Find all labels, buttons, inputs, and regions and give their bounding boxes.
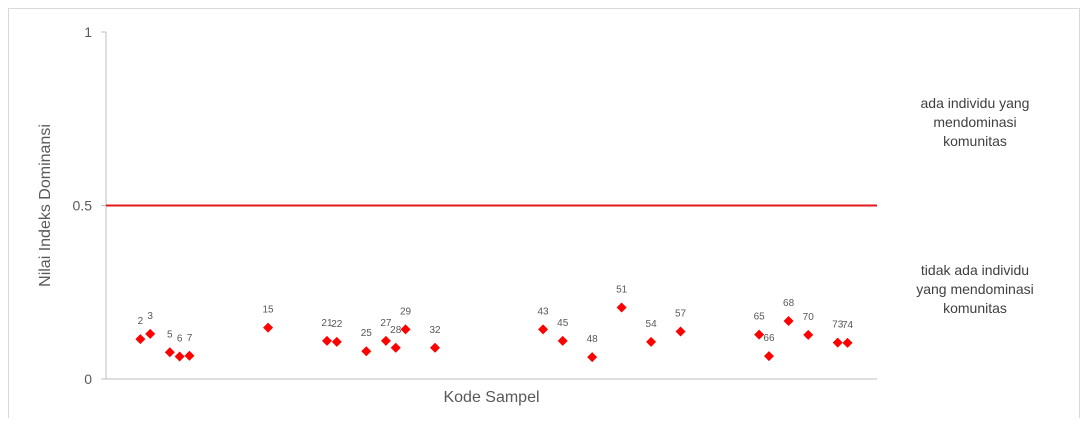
data-label: 7	[187, 333, 193, 344]
data-point	[263, 322, 274, 333]
data-label: 68	[783, 298, 795, 309]
data-point	[390, 342, 401, 353]
data-point	[400, 324, 411, 335]
annotation-upper-line-2: mendominasi	[933, 114, 1017, 130]
data-point	[430, 342, 441, 353]
y-tick-label: 1	[84, 24, 92, 40]
data-point	[803, 329, 814, 340]
data-point	[538, 324, 549, 335]
data-label: 3	[147, 311, 153, 322]
data-point	[616, 302, 627, 313]
data-label: 28	[390, 325, 402, 336]
data-label: 74	[842, 320, 854, 331]
data-label: 73	[832, 320, 844, 331]
data-label: 65	[754, 312, 766, 323]
data-label: 27	[380, 318, 392, 329]
y-tick-label: 0	[84, 371, 92, 387]
data-label: 51	[616, 285, 628, 296]
data-point	[842, 337, 853, 348]
data-point	[832, 337, 843, 348]
data-point	[380, 335, 391, 346]
annotation-lower-line-2: yang mendominasi	[916, 281, 1034, 297]
data-label: 25	[361, 328, 373, 339]
data-label: 32	[429, 325, 441, 336]
data-point	[331, 336, 342, 347]
data-point	[587, 352, 598, 363]
data-label: 48	[587, 334, 599, 345]
data-point	[321, 335, 332, 346]
data-point	[763, 351, 774, 362]
annotation-upper-line-1: ada individu yang	[920, 95, 1030, 111]
data-label: 29	[400, 306, 412, 317]
data-point	[783, 316, 794, 327]
annotation-upper: ada individu yang mendominasi komunitas	[895, 94, 1055, 151]
data-label: 66	[763, 333, 775, 344]
data-point	[164, 347, 175, 358]
data-label: 22	[331, 319, 343, 330]
data-point	[361, 346, 372, 357]
data-label: 54	[646, 319, 658, 330]
data-point	[174, 351, 185, 362]
data-label: 43	[538, 306, 550, 317]
annotation-lower-line-3: komunitas	[943, 300, 1007, 316]
y-tick-label: 0.5	[73, 198, 93, 214]
annotation-lower: tidak ada individu yang mendominasi komu…	[895, 261, 1055, 318]
chart-frame	[8, 8, 1080, 418]
data-label: 21	[321, 318, 333, 329]
annotation-lower-line-1: tidak ada individu	[920, 262, 1030, 278]
data-point	[135, 334, 146, 345]
data-point	[646, 336, 657, 347]
data-point	[557, 335, 568, 346]
data-point	[675, 326, 686, 337]
data-label: 6	[177, 333, 183, 344]
x-axis-title: Kode Sampel	[443, 389, 539, 406]
data-label: 45	[557, 318, 569, 329]
y-axis-title: Nilai Indeks Dominansi	[37, 124, 54, 287]
data-label: 15	[262, 305, 274, 316]
data-point	[754, 329, 765, 340]
data-point	[145, 328, 156, 339]
data-label: 2	[138, 316, 144, 327]
data-label: 57	[675, 308, 687, 319]
data-label: 5	[167, 329, 173, 340]
data-point	[184, 350, 195, 361]
annotation-upper-line-3: komunitas	[943, 133, 1007, 149]
data-label: 70	[803, 312, 815, 323]
